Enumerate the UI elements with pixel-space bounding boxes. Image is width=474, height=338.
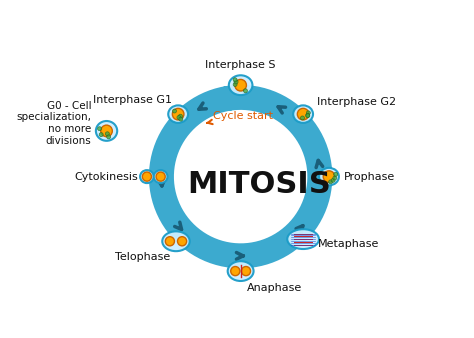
Circle shape xyxy=(105,132,109,136)
Circle shape xyxy=(177,116,181,119)
Circle shape xyxy=(165,237,174,246)
Text: Metaphase: Metaphase xyxy=(319,239,380,249)
Circle shape xyxy=(333,176,337,180)
Circle shape xyxy=(334,172,337,176)
Circle shape xyxy=(179,117,183,121)
Circle shape xyxy=(107,135,110,139)
Circle shape xyxy=(306,111,310,115)
Circle shape xyxy=(306,114,310,118)
Circle shape xyxy=(234,80,238,84)
Circle shape xyxy=(306,113,310,117)
Circle shape xyxy=(244,89,247,93)
Ellipse shape xyxy=(154,170,167,183)
Circle shape xyxy=(331,178,335,182)
Circle shape xyxy=(98,127,101,131)
Ellipse shape xyxy=(96,121,117,141)
Circle shape xyxy=(323,171,335,183)
Text: Cytokinesis: Cytokinesis xyxy=(75,172,138,182)
Circle shape xyxy=(297,108,309,120)
Text: Cycle start: Cycle start xyxy=(207,111,273,124)
Text: MITOSIS: MITOSIS xyxy=(187,170,331,199)
Circle shape xyxy=(233,82,237,87)
Circle shape xyxy=(99,132,103,137)
Circle shape xyxy=(101,125,112,137)
Text: Interphase G2: Interphase G2 xyxy=(317,97,396,107)
Ellipse shape xyxy=(228,261,254,281)
Circle shape xyxy=(235,79,246,91)
Text: Telophase: Telophase xyxy=(115,251,170,262)
Ellipse shape xyxy=(287,229,319,249)
Text: Prophase: Prophase xyxy=(344,172,395,182)
Circle shape xyxy=(178,114,182,118)
Circle shape xyxy=(142,172,152,181)
Circle shape xyxy=(173,108,184,120)
Ellipse shape xyxy=(319,168,339,185)
Ellipse shape xyxy=(162,232,190,251)
Circle shape xyxy=(173,109,176,113)
Circle shape xyxy=(233,78,237,82)
Text: Interphase G1: Interphase G1 xyxy=(93,95,172,105)
Ellipse shape xyxy=(293,105,313,123)
Circle shape xyxy=(301,116,304,120)
Ellipse shape xyxy=(140,170,154,183)
Circle shape xyxy=(231,267,240,276)
Text: Interphase S: Interphase S xyxy=(205,61,276,70)
Text: Anaphase: Anaphase xyxy=(247,283,302,293)
Text: G0 - Cell
specialization,
no more
divisions: G0 - Cell specialization, no more divisi… xyxy=(16,101,91,146)
Circle shape xyxy=(156,172,165,181)
Ellipse shape xyxy=(229,75,253,95)
Ellipse shape xyxy=(168,105,188,123)
Circle shape xyxy=(177,237,187,246)
Circle shape xyxy=(328,180,333,184)
Circle shape xyxy=(241,267,251,276)
